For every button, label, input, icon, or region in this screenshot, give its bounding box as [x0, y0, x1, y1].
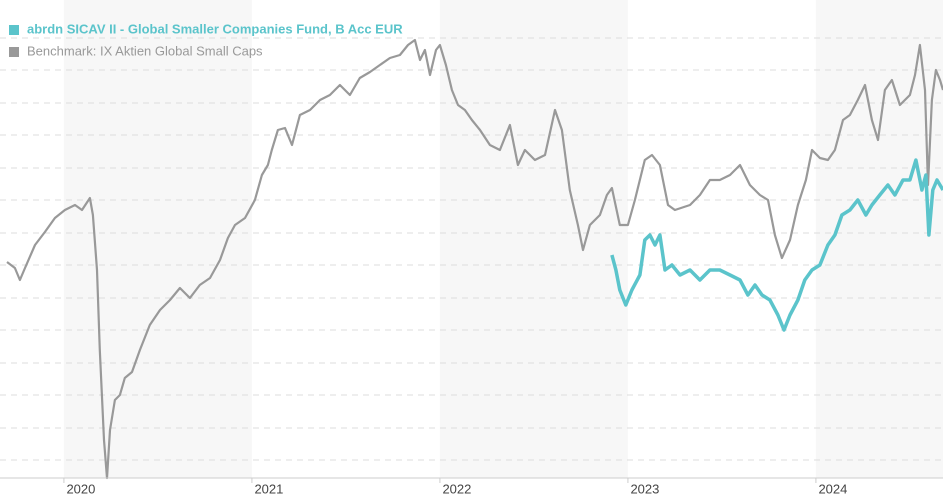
plot	[6, 38, 943, 480]
year-band	[815, 0, 943, 478]
year-band	[63, 0, 252, 478]
legend-swatch	[9, 47, 19, 57]
background-bands	[63, 0, 943, 478]
series-line	[610, 158, 943, 332]
x-tick-label: 2020	[66, 481, 95, 496]
x-axis: 2020 2021 2022 2023 2024	[0, 477, 943, 496]
x-tick-label: 2021	[254, 481, 283, 496]
legend-label: abrdn SICAV II - Global Smaller Companie…	[27, 21, 403, 36]
legend-label: Benchmark: IX Aktien Global Small Caps	[27, 43, 263, 58]
x-tick-label: 2024	[818, 481, 847, 496]
x-tick-label: 2023	[630, 481, 659, 496]
legend: abrdn SICAV II - Global Smaller Companie…	[9, 21, 403, 58]
x-tick-label: 2022	[442, 481, 471, 496]
year-band	[439, 0, 628, 478]
series-line	[6, 38, 943, 480]
legend-swatch	[9, 25, 19, 35]
